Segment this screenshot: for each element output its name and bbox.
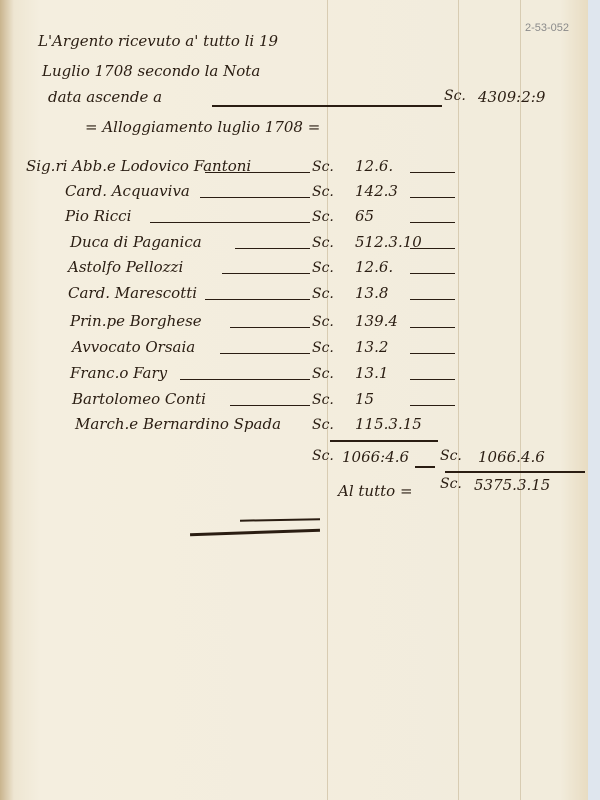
carried-amount: 1066.4.6: [478, 448, 545, 466]
entry-currency: Sc.: [312, 260, 334, 276]
entry-currency: Sc.: [312, 417, 334, 433]
ruling-line: [520, 0, 521, 800]
subtitle: = Alloggiamento luglio 1708 =: [85, 118, 321, 136]
header-line-2: Luglio 1708 secondo la Nota: [42, 62, 261, 80]
entry-currency: Sc.: [312, 209, 334, 225]
entry-currency: Sc.: [312, 314, 334, 330]
ruling-line: [327, 0, 328, 800]
sum-rule: [330, 440, 438, 442]
leader-line: [410, 352, 455, 354]
entry-amount: 139.4: [355, 312, 398, 330]
carried-currency: Sc.: [440, 448, 462, 464]
entry-amount: 512.3.10: [355, 233, 422, 251]
leader-line: [230, 404, 310, 406]
leader-line: [410, 298, 455, 300]
header-line-1: L'Argento ricevuto a' tutto li 19: [38, 32, 279, 50]
header-line-3: data ascende a: [48, 88, 163, 106]
entry-name: Astolfo Pellozzi: [68, 258, 184, 276]
leader-line: [410, 221, 455, 223]
entry-currency: Sc.: [312, 286, 334, 302]
leader-line: [415, 466, 435, 468]
entry-amount: 65: [355, 207, 375, 225]
leader-line: [230, 326, 310, 328]
leader-line: [222, 272, 310, 274]
leader-line: [180, 378, 310, 380]
leader-line: [410, 196, 455, 198]
entry-currency: Sc.: [312, 392, 334, 408]
entry-row: Avvocato Orsaia Sc. 13.2: [0, 334, 600, 358]
entry-amount: 115.3.15: [355, 415, 422, 433]
subtotal-currency: Sc.: [312, 448, 334, 464]
entry-name: Sig.ri Abb.e Lodovico Fantoni: [26, 157, 252, 175]
leader-line: [220, 352, 310, 354]
entry-name: Card. Marescotti: [68, 284, 198, 302]
leader-line: [212, 105, 442, 107]
entry-row: Bartolomeo Conti Sc. 15: [0, 386, 600, 410]
entry-row: Pio Ricci Sc. 65: [0, 203, 600, 227]
entry-row: Duca di Paganica Sc. 512.3.10: [0, 229, 600, 253]
leader-line: [235, 247, 310, 249]
entry-name: Bartolomeo Conti: [72, 390, 206, 408]
entry-name: Card. Acquaviva: [65, 182, 190, 200]
leader-line: [205, 171, 310, 173]
entry-amount: 12.6.: [355, 157, 394, 175]
sum-rule: [445, 471, 585, 473]
leader-line: [410, 247, 455, 249]
flourish: [239, 518, 321, 522]
entry-row: March.e Bernardino Spada Sc. 115.3.15: [0, 411, 600, 435]
header-currency: Sc.: [444, 88, 466, 104]
flourish: [189, 528, 321, 536]
ruling-line: [458, 0, 459, 800]
leader-line: [200, 196, 310, 198]
leader-line: [410, 171, 455, 173]
entry-row: Prin.pe Borghese Sc. 139.4: [0, 308, 600, 332]
leader-line: [150, 221, 310, 223]
total-label: Al tutto =: [338, 482, 413, 500]
header-amount: 4309:2:9: [478, 88, 546, 106]
entry-row: Astolfo Pellozzi Sc. 12.6.: [0, 254, 600, 278]
entry-name: Avvocato Orsaia: [72, 338, 196, 356]
entry-name: Duca di Paganica: [70, 233, 202, 251]
leader-line: [410, 378, 455, 380]
total-amount: 5375.3.15: [474, 476, 551, 494]
entry-amount: 15: [355, 390, 375, 408]
entry-row: Card. Marescotti Sc. 13.8: [0, 280, 600, 304]
leader-line: [410, 272, 455, 274]
leader-line: [205, 298, 310, 300]
entry-row: Franc.o Fary Sc. 13.1: [0, 360, 600, 384]
entry-name: March.e Bernardino Spada: [75, 415, 282, 433]
entry-currency: Sc.: [312, 340, 334, 356]
entry-amount: 142.3: [355, 182, 398, 200]
entry-amount: 13.8: [355, 284, 389, 302]
entry-amount: 13.1: [355, 364, 389, 382]
entry-row: Card. Acquaviva Sc. 142.3: [0, 178, 600, 202]
entry-row: Sig.ri Abb.e Lodovico Fantoni Sc. 12.6.: [0, 153, 600, 177]
leader-line: [410, 326, 455, 328]
entry-currency: Sc.: [312, 159, 334, 175]
total-currency: Sc.: [440, 476, 462, 492]
entry-currency: Sc.: [312, 235, 334, 251]
leader-line: [410, 404, 455, 406]
subtotal-amount: 1066:4.6: [342, 448, 410, 466]
entry-name: Franc.o Fary: [70, 364, 168, 382]
catalog-number: 2-53-052: [525, 22, 570, 34]
entry-amount: 13.2: [355, 338, 389, 356]
entry-amount: 12.6.: [355, 258, 394, 276]
entry-currency: Sc.: [312, 184, 334, 200]
entry-name: Prin.pe Borghese: [70, 312, 202, 330]
entry-currency: Sc.: [312, 366, 334, 382]
entry-name: Pio Ricci: [65, 207, 132, 225]
